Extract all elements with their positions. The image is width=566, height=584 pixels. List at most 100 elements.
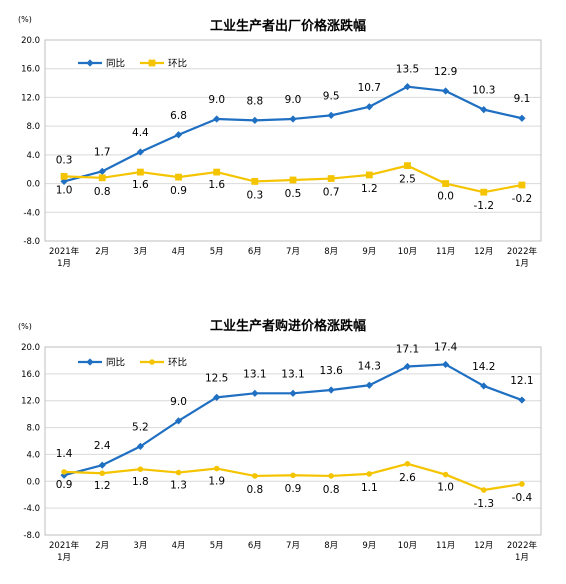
x-tick-label: 12月 <box>474 247 493 257</box>
y-tick-label: 0.0 <box>26 180 40 190</box>
data-point-marker <box>519 481 525 487</box>
legend-label: 环比 <box>168 357 187 369</box>
chart-title: 工业生产者出厂价格涨跌幅 <box>210 18 366 34</box>
data-label: 1.2 <box>361 183 378 195</box>
data-label: 17.4 <box>434 341 458 353</box>
x-tick-label: 2月 <box>95 541 109 551</box>
data-label: 0.3 <box>56 154 73 166</box>
data-label: 12.9 <box>434 66 457 78</box>
data-point-marker <box>252 473 258 479</box>
x-tick-label: 10月 <box>398 247 417 257</box>
y-tick-label: 4.0 <box>26 151 40 161</box>
data-label: 13.1 <box>243 368 266 380</box>
x-tick-label: 9月 <box>362 247 376 257</box>
data-label: 0.0 <box>437 191 454 203</box>
y-tick-label: 12.0 <box>21 397 40 407</box>
data-point-marker <box>403 83 412 91</box>
data-label: 0.9 <box>56 479 73 491</box>
y-tick-label: 16.0 <box>21 370 40 380</box>
data-label: 9.0 <box>208 94 225 106</box>
purchase-price-chart: 工业生产者购进价格涨跌幅 (%) 20.0 16.0 12.0 8.0 4.0 0.0 -4… <box>18 318 542 563</box>
x-tick-label: 8月 <box>324 541 338 551</box>
x-tick-label: 11月 <box>436 541 455 551</box>
data-label: 0.5 <box>285 188 302 200</box>
data-point-marker <box>213 168 221 176</box>
data-label: 1.2 <box>94 480 111 492</box>
data-label: 1.6 <box>132 179 149 191</box>
data-point-marker <box>480 487 487 493</box>
data-point-marker <box>518 114 526 122</box>
x-tick-label: 2021年 <box>49 246 80 257</box>
x-tick-label: 10月 <box>398 541 417 551</box>
x-tick-label: 1月 <box>515 259 529 269</box>
data-label: 10.7 <box>358 82 381 94</box>
x-tick-label: 9月 <box>362 541 376 551</box>
data-point-marker <box>404 461 411 467</box>
data-point-marker <box>365 381 373 389</box>
data-point-marker <box>289 115 297 123</box>
x-tick-label: 2021年 <box>49 540 80 551</box>
data-label: -1.2 <box>474 200 495 212</box>
x-tick-label: 5月 <box>210 247 224 257</box>
data-point-marker <box>251 389 259 397</box>
data-label: 1.3 <box>170 480 187 492</box>
data-label: 0.8 <box>323 484 340 496</box>
data-label: 6.8 <box>170 110 187 122</box>
ppi-chart: 工业生产者出厂价格涨跌幅 (%) 20.0 16.0 12.0 8.0 4.0 0.0 -4… <box>18 15 542 269</box>
data-label: 2.4 <box>94 440 111 452</box>
data-point-marker <box>366 471 373 477</box>
data-label: 4.4 <box>132 127 149 139</box>
data-point-marker <box>365 103 373 111</box>
data-point-marker <box>148 59 156 67</box>
data-point-marker <box>61 469 67 475</box>
legend-label: 环比 <box>168 58 187 70</box>
chart-title: 工业生产者购进价格涨跌幅 <box>210 318 366 334</box>
data-point-marker <box>327 111 335 119</box>
data-point-marker <box>175 469 182 476</box>
data-label: 17.1 <box>396 343 419 355</box>
y-tick-label: -8.0 <box>23 531 40 541</box>
data-point-marker <box>213 115 221 123</box>
data-point-marker <box>136 442 144 450</box>
x-tick-label: 6月 <box>248 247 262 257</box>
y-tick-label: 12.0 <box>21 93 40 103</box>
legend-label: 同比 <box>106 357 125 369</box>
x-tick-label: 2022年 <box>507 246 538 257</box>
data-point-marker <box>136 168 144 176</box>
data-point-marker <box>442 180 450 187</box>
data-label: 12.1 <box>510 375 533 387</box>
data-point-marker <box>136 148 144 156</box>
data-label: 0.9 <box>170 185 187 197</box>
x-tick-label: 4月 <box>172 541 186 551</box>
y-tick-label: 0.0 <box>26 477 40 487</box>
data-point-marker <box>137 466 144 473</box>
data-point-marker <box>480 188 488 196</box>
x-tick-label: 11月 <box>436 247 455 257</box>
data-label: 1.8 <box>132 476 149 488</box>
data-point-marker <box>365 171 373 179</box>
x-tick-label: 2022年 <box>507 540 538 551</box>
data-label: -0.4 <box>512 492 533 504</box>
data-point-marker <box>149 359 155 365</box>
data-point-marker <box>480 106 488 114</box>
y-tick-label: 20.0 <box>21 36 40 46</box>
data-label: 13.5 <box>396 64 419 76</box>
data-point-marker <box>98 461 106 469</box>
data-label: 9.0 <box>285 94 302 106</box>
x-tick-label: 1月 <box>515 553 529 563</box>
data-point-marker <box>174 131 183 139</box>
x-tick-label: 8月 <box>324 247 338 257</box>
data-point-marker <box>327 386 335 394</box>
plot-frame <box>44 346 542 536</box>
data-point-marker <box>251 178 259 185</box>
data-label: 10.3 <box>472 85 495 97</box>
data-point-marker <box>327 175 335 182</box>
x-tick-label: 6月 <box>248 541 262 551</box>
data-label: 0.3 <box>246 189 263 201</box>
data-label: 14.2 <box>472 361 495 373</box>
data-point-marker <box>98 167 106 175</box>
data-label: 13.6 <box>319 365 343 377</box>
data-point-marker <box>175 173 182 181</box>
data-point-marker <box>99 470 106 477</box>
